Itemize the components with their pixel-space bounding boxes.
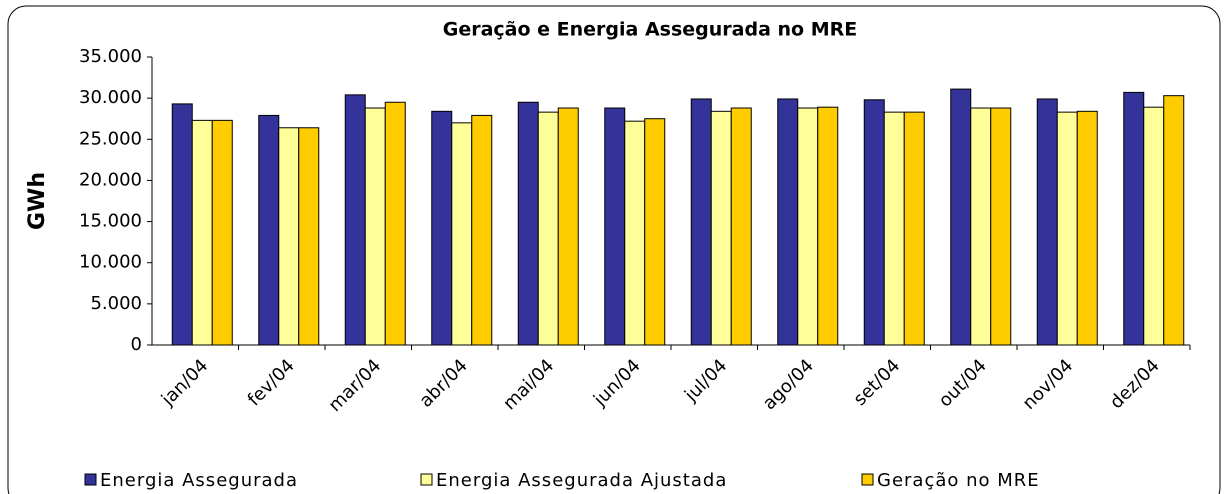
bar bbox=[797, 107, 819, 346]
bar bbox=[1163, 95, 1185, 346]
bar bbox=[1056, 111, 1078, 346]
bar bbox=[557, 107, 579, 346]
y-tick-label: 25.000 bbox=[79, 128, 142, 149]
bar bbox=[1076, 110, 1098, 346]
legend-label: Energia Assegurada Ajustada bbox=[436, 470, 727, 491]
y-tick-label: 5.000 bbox=[90, 293, 142, 314]
bar bbox=[950, 88, 972, 346]
bar bbox=[883, 111, 905, 346]
legend-label: Energia Assegurada bbox=[100, 470, 298, 491]
y-tick-label: 10.000 bbox=[79, 252, 142, 273]
legend-swatch bbox=[420, 473, 433, 486]
bar bbox=[604, 107, 626, 346]
bar bbox=[344, 94, 366, 346]
y-tick-label: 30.000 bbox=[79, 87, 142, 108]
bar bbox=[710, 110, 732, 346]
bar bbox=[298, 127, 320, 346]
bar bbox=[690, 98, 712, 346]
bar bbox=[451, 122, 473, 346]
y-tick-label: 15.000 bbox=[79, 211, 142, 232]
legend-label: Geração no MRE bbox=[877, 470, 1040, 491]
bar bbox=[990, 107, 1012, 346]
chart-title: Geração e Energia Assegurada no MRE bbox=[443, 19, 858, 41]
bar bbox=[258, 114, 280, 346]
bar bbox=[863, 99, 885, 346]
y-tick-label: 20.000 bbox=[79, 169, 142, 190]
bar bbox=[384, 101, 406, 346]
bar bbox=[1036, 98, 1058, 346]
bar bbox=[431, 110, 453, 346]
bar bbox=[970, 107, 992, 346]
y-axis-label: GWh bbox=[25, 172, 50, 230]
bar bbox=[191, 119, 213, 346]
bar bbox=[211, 119, 233, 346]
y-tick-label: 0 bbox=[131, 334, 142, 355]
legend-swatch bbox=[84, 473, 97, 486]
bar bbox=[471, 114, 493, 346]
bar bbox=[278, 127, 300, 346]
bar bbox=[1123, 91, 1145, 346]
bar bbox=[1143, 106, 1165, 346]
bar bbox=[537, 111, 559, 346]
bar bbox=[171, 103, 193, 346]
bar bbox=[624, 120, 646, 346]
legend-swatch bbox=[861, 473, 874, 486]
bar bbox=[903, 111, 925, 346]
bar bbox=[817, 106, 839, 346]
bar bbox=[644, 118, 666, 346]
bar bbox=[364, 107, 386, 346]
bar bbox=[730, 107, 752, 346]
y-tick-label: 35.000 bbox=[79, 46, 142, 67]
bar bbox=[777, 98, 799, 346]
bar bbox=[517, 101, 539, 346]
